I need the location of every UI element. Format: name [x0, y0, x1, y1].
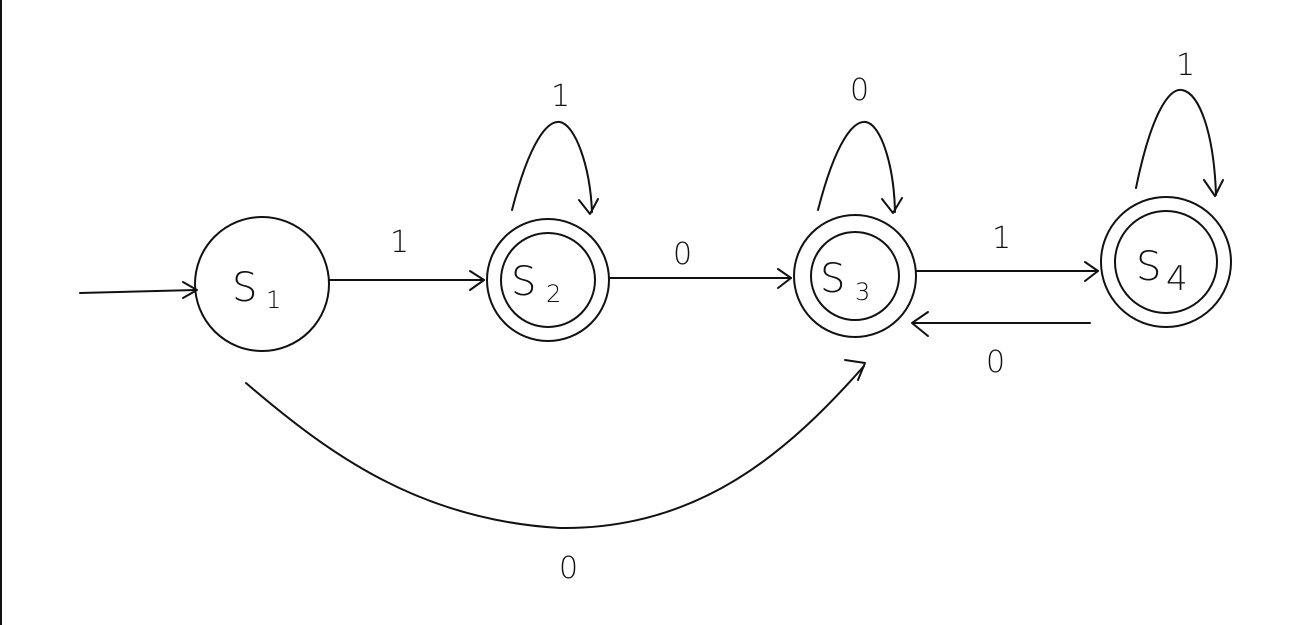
transition-s2-s2: 1: [511, 79, 599, 215]
state-s1-name: S: [232, 265, 257, 311]
transition-s2-s3: 0: [608, 237, 792, 289]
transition-s3-s4-label: 1: [992, 221, 1011, 256]
state-s4[interactable]: S 4: [1100, 196, 1232, 328]
state-s2-index: 2: [546, 280, 561, 308]
transition-s3-s3: 0: [817, 73, 903, 214]
transition-s1-s2-label: 1: [390, 225, 409, 260]
state-s2[interactable]: S 2: [486, 218, 610, 342]
state-s4-name: S: [1136, 244, 1161, 290]
transition-s4-s3-label: 0: [986, 345, 1005, 380]
state-s3-index: 3: [855, 278, 870, 306]
transition-s4-s4-label: 1: [1176, 48, 1195, 83]
transition-s2-s3-label: 0: [673, 237, 692, 272]
transition-s4-s4: 1: [1135, 48, 1224, 197]
transition-s2-s2-label: 1: [551, 79, 570, 114]
state-s1-index: 1: [266, 286, 281, 314]
left-border-line: [0, 0, 2, 625]
state-s4-index: 4: [1166, 259, 1188, 299]
start-arrow: [79, 281, 198, 299]
state-s3-name: S: [820, 256, 845, 302]
transition-s3-s3-label: 0: [850, 73, 869, 108]
transition-s1-s3: 0: [245, 359, 866, 586]
transition-s3-s4: 1: [915, 221, 1099, 282]
transition-s1-s3-label: 0: [559, 551, 578, 586]
transition-s1-s2: 1: [328, 225, 485, 291]
state-s2-name: S: [511, 259, 536, 305]
state-s3[interactable]: S 3: [793, 214, 917, 338]
transition-s4-s3: 0: [911, 311, 1091, 380]
state-s1[interactable]: S 1: [194, 216, 330, 352]
